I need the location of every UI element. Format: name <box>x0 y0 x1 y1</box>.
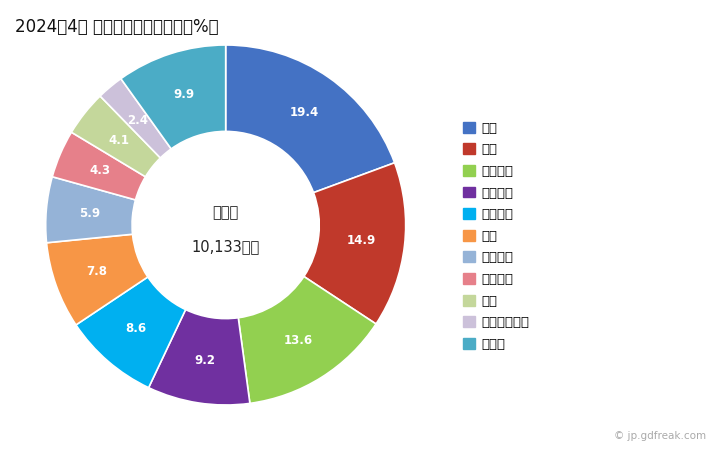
Text: 4.1: 4.1 <box>108 134 129 147</box>
Wedge shape <box>76 277 186 387</box>
Text: © jp.gdfreak.com: © jp.gdfreak.com <box>614 431 706 441</box>
Text: 8.6: 8.6 <box>126 322 147 335</box>
Text: 14.9: 14.9 <box>347 234 376 247</box>
Wedge shape <box>226 45 395 193</box>
Text: 2024年4月 輸出相手国のシェア（%）: 2024年4月 輸出相手国のシェア（%） <box>15 18 218 36</box>
Text: 5.9: 5.9 <box>79 207 100 220</box>
Wedge shape <box>100 79 171 158</box>
Text: 13.6: 13.6 <box>284 334 313 347</box>
Wedge shape <box>47 234 148 325</box>
Text: 7.8: 7.8 <box>87 265 107 278</box>
Text: 2.4: 2.4 <box>127 113 149 126</box>
Wedge shape <box>121 45 226 149</box>
Text: 総　額: 総 額 <box>213 205 239 220</box>
Wedge shape <box>52 132 146 200</box>
Wedge shape <box>304 163 405 324</box>
Text: 9.9: 9.9 <box>173 88 194 101</box>
Wedge shape <box>238 276 376 403</box>
Legend: 中国, 韓国, イタリア, モロッコ, ベトナム, 米国, オランダ, メキシコ, タイ, インドネシア, その他: 中国, 韓国, イタリア, モロッコ, ベトナム, 米国, オランダ, メキシコ… <box>458 117 535 356</box>
Wedge shape <box>71 96 160 177</box>
Wedge shape <box>149 310 250 405</box>
Text: 10,133万円: 10,133万円 <box>191 239 260 254</box>
Text: 4.3: 4.3 <box>90 164 111 177</box>
Text: 9.2: 9.2 <box>194 354 215 367</box>
Wedge shape <box>46 177 135 243</box>
Text: 19.4: 19.4 <box>289 106 319 119</box>
